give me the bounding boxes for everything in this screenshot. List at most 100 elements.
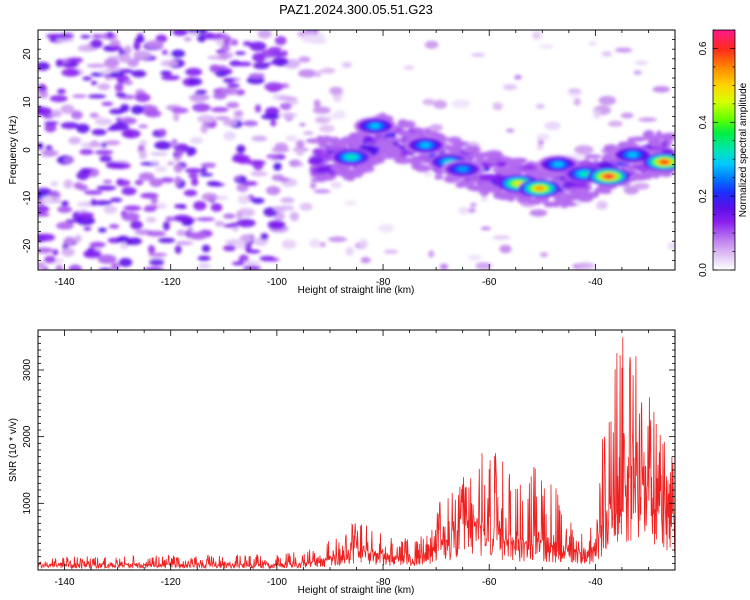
heatmap-cell xyxy=(261,113,280,120)
heatmap-cell xyxy=(403,65,415,70)
heatmap-cell xyxy=(134,179,144,186)
heatmap-cell xyxy=(532,30,542,40)
colorbar-ticks: 0.0 0.2 0.4 0.6 xyxy=(698,29,735,277)
heatmap-cell xyxy=(214,220,225,227)
heatmap-peak xyxy=(534,185,545,191)
heatmap-cell xyxy=(175,150,183,158)
heatmap-cell xyxy=(38,142,44,150)
heatmap-cell xyxy=(319,242,326,248)
heatmap-cell xyxy=(274,142,288,151)
heatmap-cell xyxy=(233,110,244,117)
x-tick-label: -100 xyxy=(267,577,287,588)
heatmap-cell xyxy=(103,205,118,214)
heatmap-cell xyxy=(74,234,82,243)
heatmap-cell xyxy=(358,239,369,248)
heatmap-cell xyxy=(667,242,675,250)
heatmap-cell xyxy=(88,142,103,147)
heatmap-cell xyxy=(191,178,199,186)
heatmap-cell xyxy=(318,142,328,146)
heatmap-cell xyxy=(299,122,306,127)
heatmap-cell xyxy=(174,143,190,153)
heatmap-cell xyxy=(226,102,240,109)
heatmap-cell xyxy=(149,178,163,188)
heatmap-cell xyxy=(273,206,282,212)
heatmap-cell xyxy=(144,110,162,118)
heatmap-cell xyxy=(242,120,258,127)
heatmap-cell xyxy=(162,221,171,231)
heatmap-cell xyxy=(110,197,123,203)
heatmap-cell xyxy=(173,164,184,173)
heatmap-cell xyxy=(161,49,169,55)
heatmap-cell xyxy=(423,171,433,177)
colorbar-gradient xyxy=(712,29,736,271)
heatmap-cell xyxy=(133,50,152,60)
heatmap-cell xyxy=(50,181,59,187)
heatmap-cell xyxy=(481,196,488,201)
heatmap-cell xyxy=(125,128,133,138)
heatmap-cell xyxy=(246,159,266,166)
x-tick-label: -40 xyxy=(588,277,603,288)
x-tick-label: -140 xyxy=(55,577,75,588)
heatmap-cell xyxy=(167,161,175,166)
heatmap-cell xyxy=(149,258,165,266)
y-tick-label: 1000 xyxy=(22,492,33,515)
heatmap-cell xyxy=(160,60,179,67)
heatmap-cell xyxy=(94,200,113,206)
heatmap-cell xyxy=(260,233,269,241)
heatmap-cell xyxy=(522,166,537,171)
heatmap-cell xyxy=(484,188,501,193)
heatmap-cell xyxy=(439,263,449,270)
heatmap-cell xyxy=(110,45,123,50)
colorbar-tick-label: 0.6 xyxy=(698,41,709,55)
heatmap-cell xyxy=(536,133,551,141)
heatmap-cell xyxy=(235,240,246,250)
heatmap-cell xyxy=(598,95,617,106)
heatmap-cell xyxy=(173,112,180,122)
heatmap-cell xyxy=(499,244,512,254)
heatmap-cell xyxy=(157,202,167,210)
heatmap-cell xyxy=(158,237,176,243)
heatmap-cell xyxy=(83,249,102,259)
heatmap-cell xyxy=(468,254,482,261)
heatmap-cell xyxy=(638,117,658,122)
heatmap-cell xyxy=(289,211,300,222)
y-tick-label: 10 xyxy=(22,96,33,108)
heatmap-cell xyxy=(174,245,182,254)
heatmap-cell xyxy=(44,255,56,264)
chart-title: PAZ1.2024.300.05.51.G23 xyxy=(279,2,433,17)
heatmap-cell xyxy=(183,37,192,42)
heatmap-peak xyxy=(659,159,670,165)
heatmap-cell xyxy=(514,75,522,80)
heatmap-cell xyxy=(188,173,199,179)
heatmap-cell xyxy=(643,130,655,137)
heatmap-cell xyxy=(271,57,289,66)
heatmap-cell xyxy=(429,124,444,132)
heatmap-cell xyxy=(127,237,142,245)
heatmap-cell xyxy=(201,192,218,202)
heatmap-cell xyxy=(90,39,103,49)
heatmap-cell xyxy=(139,139,148,147)
heatmap-cell xyxy=(588,41,597,46)
heatmap-cell xyxy=(535,103,545,109)
heatmap-cell xyxy=(223,223,238,228)
heatmap-cell xyxy=(68,264,82,270)
heatmap-cell xyxy=(73,182,84,190)
heatmap-cell xyxy=(38,107,53,116)
heatmap-cell xyxy=(480,226,492,231)
heatmap-cell xyxy=(223,131,236,141)
heatmap-cell xyxy=(138,172,155,181)
heatmap-cell xyxy=(279,102,292,111)
heatmap-cell xyxy=(602,153,613,161)
heatmap-cell xyxy=(90,80,98,86)
heatmap-cell xyxy=(79,167,93,175)
heatmap-cell xyxy=(433,99,447,109)
heatmap-cell xyxy=(82,76,92,81)
heatmap-cell xyxy=(83,226,92,231)
heatmap-cell xyxy=(45,33,64,39)
heatmap-cell xyxy=(76,216,96,226)
heatmap-cell xyxy=(329,86,343,95)
heatmap-cell xyxy=(38,90,49,99)
heatmap-cell xyxy=(63,157,73,163)
heatmap-cell xyxy=(134,37,145,43)
heatmap-cell xyxy=(236,210,243,220)
